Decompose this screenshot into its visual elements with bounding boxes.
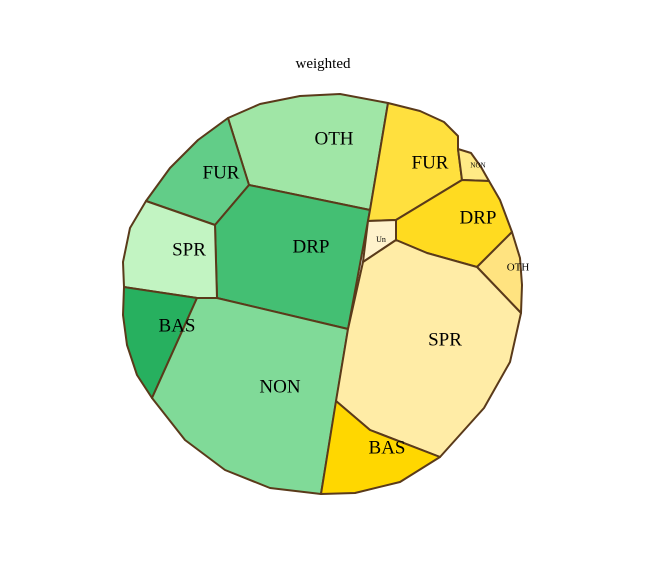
label-yellow-spr: SPR <box>428 329 462 350</box>
cell-yellow-bas <box>320 400 441 495</box>
label-green-drp: DRP <box>293 236 330 257</box>
cell-green-non <box>151 297 349 495</box>
label-yellow-non: NON <box>470 162 485 170</box>
label-yellow-un: Un <box>376 235 386 244</box>
label-green-non: NON <box>259 376 300 397</box>
label-green-oth: OTH <box>314 128 353 149</box>
cell-yellow-spr <box>335 239 522 458</box>
cell-yellow-oth <box>476 231 523 314</box>
cell-yellow-non <box>457 148 490 182</box>
chart-title: weighted <box>295 56 351 72</box>
label-green-spr: SPR <box>172 239 206 260</box>
group-green: OTH FUR DRP SPR BAS NON <box>122 93 389 495</box>
label-green-fur: FUR <box>203 162 240 183</box>
group-yellow: FUR NON DRP Un OTH SPR BAS <box>320 102 530 495</box>
label-yellow-oth: OTH <box>507 262 530 274</box>
label-yellow-bas: BAS <box>369 437 406 458</box>
label-yellow-fur: FUR <box>412 152 449 173</box>
label-green-bas: BAS <box>159 315 196 336</box>
label-yellow-drp: DRP <box>460 207 497 228</box>
